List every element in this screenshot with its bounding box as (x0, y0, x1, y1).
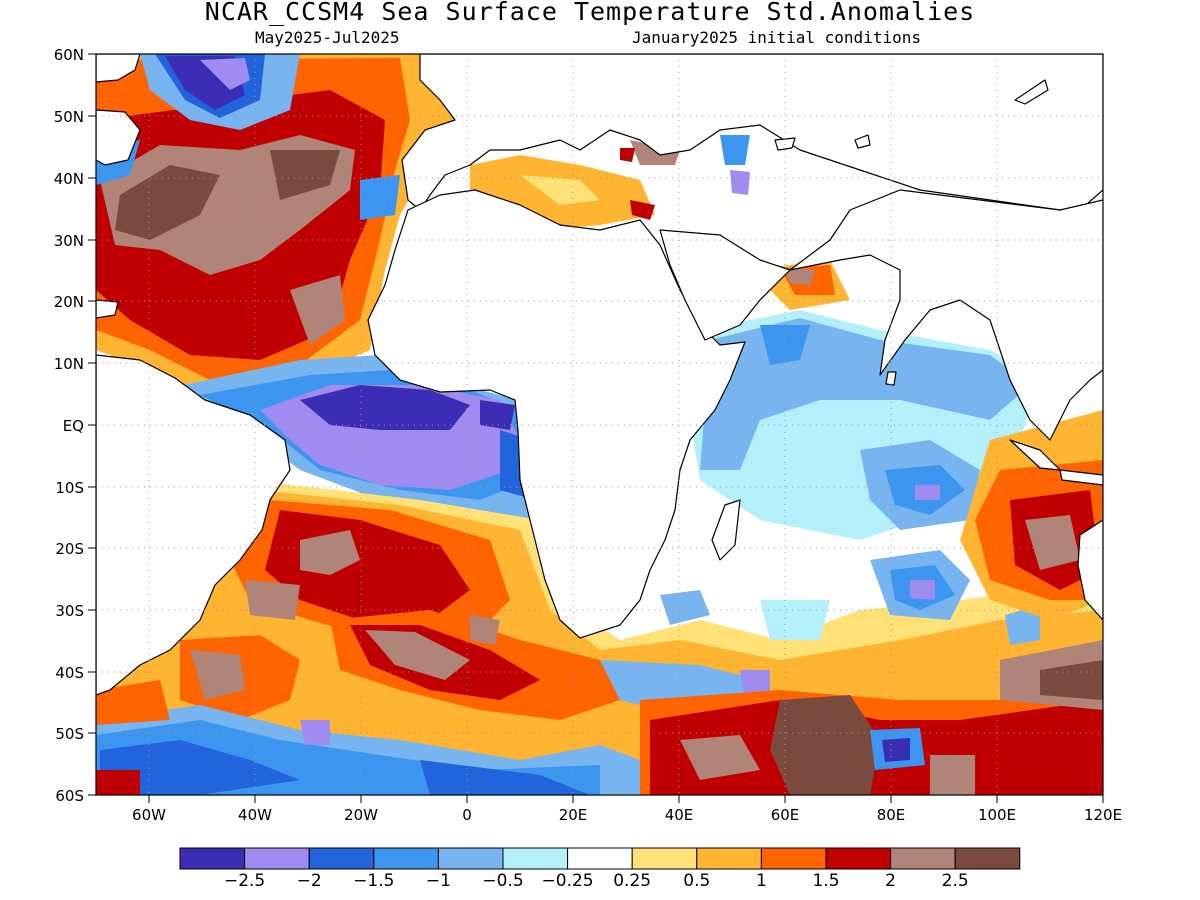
forecast-period: May2025-Jul2025 (255, 28, 400, 47)
lat-label: 20N (54, 293, 84, 311)
colorbar-swatch (696, 847, 762, 870)
lat-label: 10S (55, 479, 84, 497)
colorbar-swatch (631, 847, 698, 870)
colorbar-swatch (825, 847, 892, 870)
initial-conditions: January2025 initial conditions (632, 28, 921, 47)
lat-label: 60N (54, 46, 84, 64)
land-masses (96, 54, 1103, 696)
colorbar-swatch (308, 847, 375, 870)
chart-title: NCAR_CCSM4 Sea Surface Temperature Std.A… (204, 0, 976, 26)
lat-label: 10N (54, 355, 84, 373)
colorbar-label: −0.25 (542, 871, 594, 891)
lat-label: 50N (54, 108, 84, 126)
north-america-land (96, 54, 141, 83)
colorbar-swatch (179, 847, 246, 870)
africa-land (367, 189, 746, 639)
lon-label: 40W (238, 806, 272, 824)
colorbar-label: −2 (297, 871, 322, 891)
lon-label: 100E (978, 806, 1016, 824)
colorbar-swatch (502, 847, 569, 870)
colorbar-swatch (760, 847, 827, 870)
lon-label: 20E (559, 806, 588, 824)
lon-label: 80E (877, 806, 906, 824)
colorbar-label: −2.5 (224, 871, 265, 891)
colorbar-label: 1 (756, 871, 767, 891)
colorbar-swatch (244, 847, 310, 870)
colorbar: −2.5 −2 −1.5 −1 −0.5 −0.25 0.25 0.5 1 1.5 2 2.5 (179, 847, 1021, 891)
latitude-labels: 60N 50N 40N 30N 20N 10N EQ 10S 20S 30S 4… (54, 46, 84, 805)
lat-label: 30S (55, 602, 84, 620)
lat-label: 50S (55, 725, 84, 743)
colorbar-label: −1.5 (353, 871, 394, 891)
lon-label: 20W (344, 806, 378, 824)
lat-label: 30N (54, 232, 84, 250)
colorbar-label: −0.5 (482, 871, 523, 891)
lon-label: 60W (132, 806, 166, 824)
lon-label: 40E (665, 806, 694, 824)
colorbar-label: −1 (426, 871, 451, 891)
lat-label: 60S (55, 787, 84, 805)
colorbar-label: 0.5 (683, 871, 710, 891)
colorbar-swatch (890, 847, 956, 870)
indian-ocean-cool-field (660, 310, 1040, 645)
colorbar-label: 1.5 (812, 871, 839, 891)
madagascar-land (711, 499, 741, 561)
colorbar-swatch (437, 847, 504, 870)
lon-label: 60E (771, 806, 800, 824)
europe-land (401, 54, 1103, 211)
colorbar-label: 2 (885, 871, 896, 891)
latitude-axis (88, 53, 96, 796)
longitude-labels: 60W 40W 20W 0 20E 40E 60E 80E 100E 120E (132, 806, 1122, 824)
southern-ocean-field (96, 640, 1103, 795)
lat-label: EQ (63, 417, 84, 435)
lon-label: 120E (1084, 806, 1122, 824)
colorbar-label: 2.5 (942, 871, 969, 891)
lat-label: 40S (55, 664, 84, 682)
asia-land (789, 189, 1103, 441)
lat-label: 40N (54, 170, 84, 188)
lat-label: 20S (55, 540, 84, 558)
colorbar-label: 0.25 (613, 871, 651, 891)
colorbar-swatch (373, 847, 439, 870)
lon-label: 0 (462, 806, 472, 824)
longitude-axis (148, 795, 1104, 803)
colorbar-swatch (954, 847, 1021, 870)
australia-land (1077, 519, 1103, 621)
colorbar-swatch (567, 847, 633, 870)
arabia-land (659, 229, 791, 341)
